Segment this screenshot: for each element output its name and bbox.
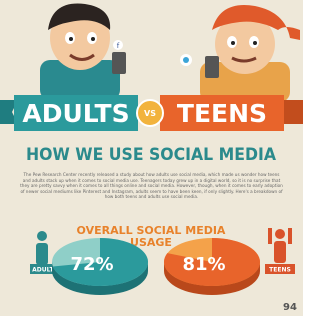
infographic: f ADULTS VS TEENS HOW WE USE SOCIAL MEDI… [0, 0, 303, 316]
page: f ADULTS VS TEENS HOW WE USE SOCIAL MEDI… [0, 0, 303, 316]
adult-icon [36, 231, 48, 265]
pie-value-label: 72% [70, 254, 113, 275]
teens-label: TEENS [269, 267, 291, 274]
ribbon-end [284, 100, 303, 124]
subtitle: HOW WE USE SOCIAL MEDIA [26, 145, 277, 165]
pie-value-label: 81% [182, 254, 225, 275]
intro-text: The Pew Research Center recently release… [20, 172, 283, 200]
vs-label: VS [144, 109, 156, 118]
adults-heading: ADULTS [22, 99, 129, 128]
teens-heading: TEENS [177, 99, 267, 128]
page-number: 94 [283, 302, 297, 313]
